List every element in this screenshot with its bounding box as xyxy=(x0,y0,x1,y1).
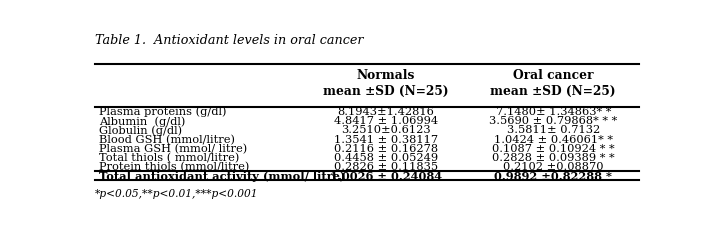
Text: 4.8417 ± 1.06994: 4.8417 ± 1.06994 xyxy=(334,116,438,126)
Text: 3.2510±0.6123: 3.2510±0.6123 xyxy=(341,125,431,136)
Text: Normals
mean ±SD (N=25): Normals mean ±SD (N=25) xyxy=(323,69,449,98)
Text: Table 1.  Antioxidant levels in oral cancer: Table 1. Antioxidant levels in oral canc… xyxy=(95,34,364,47)
Text: Total antioxidant activity (mmol/ litre): Total antioxidant activity (mmol/ litre) xyxy=(100,171,346,182)
Text: *p<0.05,**p<0.01,***p<0.001: *p<0.05,**p<0.01,***p<0.001 xyxy=(95,189,258,199)
Text: 0.2102 ±0.08870: 0.2102 ±0.08870 xyxy=(503,162,604,172)
Text: Plasma GSH (mmol/ litre): Plasma GSH (mmol/ litre) xyxy=(100,144,248,154)
Text: Protein thiols (mmol/litre): Protein thiols (mmol/litre) xyxy=(100,162,250,172)
Text: 3.5690 ± 0.79868* * *: 3.5690 ± 0.79868* * * xyxy=(489,116,617,126)
Text: 0.2826 ± 0.11835: 0.2826 ± 0.11835 xyxy=(334,162,438,172)
Text: 8.1943±1.42816: 8.1943±1.42816 xyxy=(337,107,435,117)
Text: 0.1087 ± 0.10924 * *: 0.1087 ± 0.10924 * * xyxy=(492,144,614,154)
Text: Total thiols ( mmol/litre): Total thiols ( mmol/litre) xyxy=(100,153,240,163)
Text: Globulin (g/dl): Globulin (g/dl) xyxy=(100,125,183,136)
Text: Plasma proteins (g/dl): Plasma proteins (g/dl) xyxy=(100,107,227,118)
Text: 1.0424 ± 0.46061* *: 1.0424 ± 0.46061* * xyxy=(494,135,613,145)
Text: 0.9892 ±0.82288 *: 0.9892 ±0.82288 * xyxy=(494,171,612,182)
Text: 0.2828 ± 0.09389 * *: 0.2828 ± 0.09389 * * xyxy=(492,153,614,163)
Text: 3.5811± 0.7132: 3.5811± 0.7132 xyxy=(507,125,600,136)
Text: 0.4458 ± 0.05249: 0.4458 ± 0.05249 xyxy=(334,153,438,163)
Text: 1.0026 ± 0.24084: 1.0026 ± 0.24084 xyxy=(330,171,442,182)
Text: Blood GSH (mmol/litre): Blood GSH (mmol/litre) xyxy=(100,135,236,145)
Text: 0.2116 ± 0.16278: 0.2116 ± 0.16278 xyxy=(334,144,438,154)
Text: 1.3541 ± 0.38117: 1.3541 ± 0.38117 xyxy=(334,135,438,145)
Text: Oral cancer
mean ±SD (N=25): Oral cancer mean ±SD (N=25) xyxy=(490,69,616,98)
Text: 7.1480± 1.34863* *: 7.1480± 1.34863* * xyxy=(495,107,611,117)
Text: Albumin  (g/dl): Albumin (g/dl) xyxy=(100,116,186,127)
